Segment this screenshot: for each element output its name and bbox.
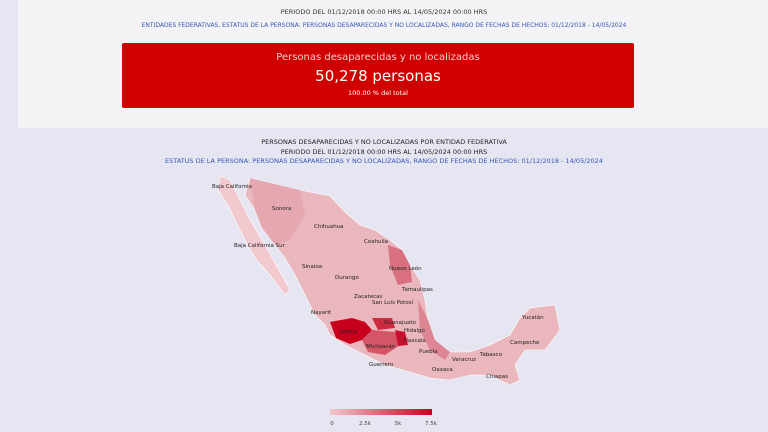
state-label: Tabasco	[479, 352, 503, 358]
state-label: Jalisco	[339, 329, 358, 335]
legend-tick: 5k	[395, 421, 402, 427]
state-label: Baja California	[212, 184, 252, 190]
state-region-baja[interactable]	[217, 175, 291, 296]
legend-color-bar	[330, 409, 432, 415]
state-label: Chihuahua	[314, 224, 344, 230]
state-label: Hidalgo	[404, 328, 426, 334]
state-label: Sinaloa	[302, 264, 322, 270]
summary-card: Personas desaparecidas y no localizadas …	[122, 43, 634, 108]
state-label: Michoacán	[366, 343, 396, 350]
state-region-veracruz[interactable]	[418, 300, 450, 360]
legend-tick: 0	[330, 421, 334, 427]
state-label: Campeche	[510, 340, 540, 346]
state-region-guanajuato[interactable]	[372, 318, 395, 330]
summary-count: 50,278 personas	[315, 67, 441, 85]
state-label: Baja California Sur	[234, 243, 286, 249]
state-label: Yucatán	[521, 314, 544, 321]
legend-tick: 7.5k	[425, 421, 438, 427]
state-label: Tamaulipas	[401, 287, 433, 293]
state-label: Coahuila	[364, 239, 388, 245]
summary-percent: 100.00 % del total	[348, 89, 408, 97]
state-label: Guerrero	[369, 362, 394, 368]
state-label: Sonora	[272, 206, 291, 212]
legend-tick: 2.5k	[359, 421, 372, 427]
state-label: Zacatecas	[354, 294, 382, 300]
state-label: Tlaxcala	[402, 338, 426, 344]
state-label: Guanajuato	[384, 320, 417, 326]
state-region-sonora[interactable]	[250, 178, 305, 245]
filters-text: ENTIDADES FEDERATIVAS, ESTATUS DE LA PER…	[141, 22, 627, 29]
state-region-nuevo-leon[interactable]	[388, 245, 412, 285]
state-label: Puebla	[419, 349, 437, 355]
period-text: PERIODO DEL 01/12/2018 00:00 HRS AL 14/0…	[280, 8, 488, 16]
state-label: Durango	[335, 275, 359, 281]
map-title: PERSONAS DESAPARECIDAS Y NO LOCALIZADAS …	[261, 138, 507, 146]
state-label: Veracruz	[452, 357, 476, 363]
summary-title: Personas desaparecidas y no localizadas	[276, 52, 480, 63]
state-region-edomex[interactable]	[395, 330, 408, 346]
state-label: Oaxaca	[432, 367, 453, 373]
state-label: San Luis Potosí	[372, 299, 414, 306]
map-period: PERIODO DEL 01/12/2018 00:00 HRS AL 14/0…	[280, 148, 488, 156]
state-label: Chiapas	[486, 374, 508, 380]
state-region-jalisco[interactable]	[330, 318, 372, 344]
state-region-michoacan[interactable]	[362, 330, 400, 355]
map-filters: ESTATUS DE LA PERSONA: PERSONAS DESAPARE…	[165, 157, 603, 165]
state-label: Nayarit	[311, 310, 332, 316]
state-label: Nuevo León	[389, 265, 422, 272]
